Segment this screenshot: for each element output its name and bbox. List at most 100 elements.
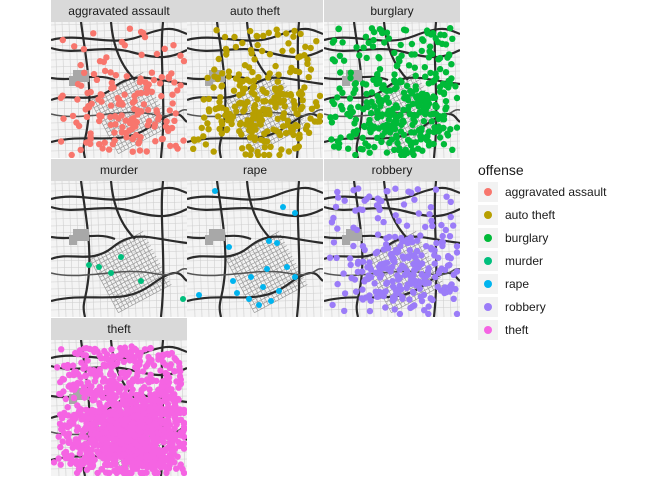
map-aggravated-assault [51,22,187,158]
crime-point [84,379,92,386]
crime-point [134,107,141,114]
crime-point [361,197,368,204]
crime-point [427,111,434,118]
crime-point [116,375,123,382]
crime-point [126,25,134,32]
crime-point [136,358,144,365]
street-line [51,147,187,152]
crime-point [388,136,396,143]
highway-line [51,46,187,59]
crime-point [276,151,283,158]
crime-point [281,103,288,110]
crime-point [137,75,144,82]
crime-point [161,447,168,454]
crime-point [421,307,428,314]
crime-point [65,430,73,437]
crime-point [226,244,232,250]
crime-point [59,36,66,44]
crime-point [60,115,67,122]
downtown-street [227,234,282,264]
crime-point [138,278,144,284]
crime-point [359,134,366,141]
crime-point [336,52,344,59]
legend-title: offense [478,162,524,178]
crime-point [137,469,144,476]
crime-point [298,90,306,98]
highway-line [215,181,227,317]
crime-point [144,444,151,451]
crime-point [371,280,378,287]
crime-point [211,66,218,73]
crime-point [368,89,375,96]
downtown-street [244,266,299,296]
crime-point [140,101,148,108]
facet-panel-aggravated-assault: aggravated assault [51,0,187,158]
crime-point [251,134,258,141]
crime-point [106,422,114,429]
crime-point [156,80,164,87]
crime-point [148,88,155,96]
street-line [166,22,172,158]
crime-point [205,95,213,103]
crime-point [394,104,401,111]
crime-point [71,415,79,423]
crime-point [422,223,429,231]
crime-point [405,62,413,69]
crime-point [225,73,232,80]
street-line [324,181,460,185]
crime-point [205,126,212,133]
crime-point [171,117,178,125]
crime-point [85,415,92,422]
crime-point [382,288,389,295]
crime-point [236,82,243,89]
crime-point [155,397,163,405]
crime-point [239,39,246,47]
crime-point [414,145,422,152]
crime-point [74,96,81,103]
crime-point [442,106,449,113]
crime-point [71,43,78,50]
crime-point [299,103,306,111]
crime-point [108,79,115,86]
crime-point [334,225,341,232]
crime-point [137,349,144,356]
crime-point [434,283,441,291]
crime-point [284,117,292,125]
crime-point [169,440,176,448]
crime-point [223,126,231,133]
crime-point [121,42,128,49]
crime-point [334,94,341,101]
crime-point [404,96,412,104]
crime-point [354,268,361,276]
crime-point [96,264,102,270]
crime-point [383,149,391,156]
crime-point [418,95,425,103]
crime-point [442,98,450,105]
street-line [204,22,210,158]
crime-point [118,129,126,136]
crime-point [420,37,427,44]
crime-point [148,356,155,364]
crime-point [164,400,172,408]
crime-point [449,146,456,153]
crime-point [83,406,90,413]
crime-point [215,55,222,63]
map-rape [187,181,323,317]
crime-point [111,137,118,144]
crime-point [370,36,377,44]
crime-point [329,98,336,105]
crime-point [102,355,109,362]
downtown-street [236,253,266,308]
crime-point [165,418,172,425]
crime-point [90,30,97,37]
crime-point [445,252,452,260]
crime-point [431,252,438,259]
crime-point [394,139,401,147]
crime-point [369,43,377,50]
crime-point [409,252,416,259]
crime-point [327,114,334,121]
crime-point [328,136,335,143]
crime-point [129,463,136,470]
facet-strip-label: aggravated assault [51,0,187,22]
street-line [51,264,187,269]
